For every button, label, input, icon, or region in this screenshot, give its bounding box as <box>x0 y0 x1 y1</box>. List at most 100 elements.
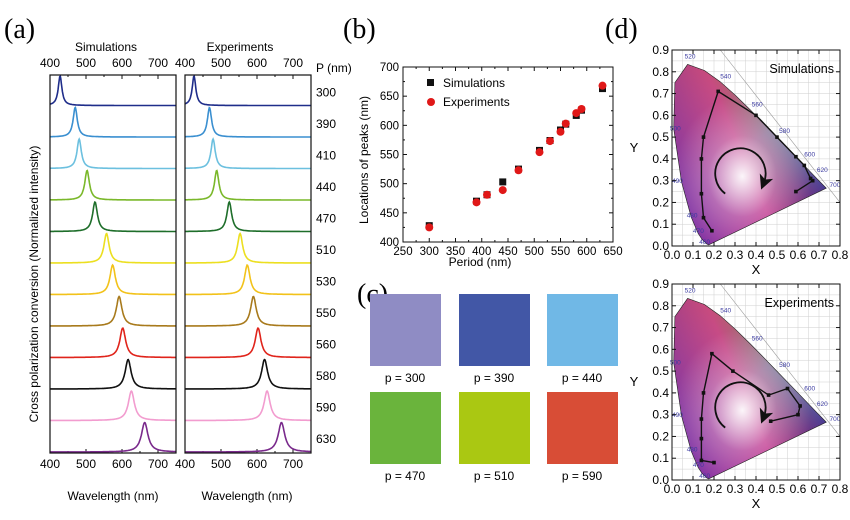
y-tick-label: 500 <box>380 179 399 191</box>
chromaticity-point <box>716 89 720 94</box>
x-tick-label: 0.6 <box>790 248 807 262</box>
chromaticity-point <box>701 215 706 220</box>
chromaticity-point <box>710 228 714 233</box>
period-label: 580 <box>316 369 336 383</box>
x-tick-label: 650 <box>603 246 622 258</box>
data-point-experiment <box>561 119 570 128</box>
chromaticity-point <box>775 135 779 139</box>
wavelength-label: 490 <box>672 412 683 419</box>
chromaticity-point <box>701 135 706 139</box>
x-tick-label: 0.6 <box>790 482 807 496</box>
y-axis-label: Y <box>630 374 639 389</box>
chromaticity-point <box>699 157 704 161</box>
wavelength-label: 600 <box>804 152 815 159</box>
chromaticity-point <box>699 191 704 196</box>
y-tick-label: 0.6 <box>652 342 669 356</box>
x-tick-label: 400 <box>472 246 491 258</box>
x-tick-label: 0.8 <box>832 482 849 496</box>
spectrum-curve-630 <box>50 421 176 453</box>
period-label: 530 <box>316 275 336 289</box>
y-tick-label: 0.2 <box>652 195 669 209</box>
spectrum-curve-440 <box>185 169 311 201</box>
spectrum-curve-590 <box>185 389 311 422</box>
swatch-label: p = 300 <box>385 371 426 385</box>
color-swatch <box>370 294 441 366</box>
y-tick-label: 0.6 <box>652 108 669 122</box>
data-point-experiment <box>577 105 586 113</box>
chromaticity-point <box>794 189 798 194</box>
y-tick-label: 0.9 <box>652 277 669 291</box>
x-tick-label-bottom: 500 <box>211 457 231 471</box>
plot-frame <box>402 66 614 243</box>
spectrum-curve-550 <box>50 295 176 327</box>
spectrum-curve-580 <box>50 358 176 390</box>
y-tick-label: 0.0 <box>652 239 669 253</box>
chromaticity-point <box>701 391 706 395</box>
legend-label-simulations: Simulations <box>443 76 505 90</box>
x-tick-label: 0.3 <box>727 482 744 496</box>
x-tick-label-top: 500 <box>76 56 96 70</box>
chromaticity-point <box>794 154 798 159</box>
chromaticity-point <box>766 393 771 397</box>
x-tick-label: 500 <box>525 246 544 258</box>
wavelength-label: 460 <box>699 473 710 480</box>
x-tick-label: 0.1 <box>685 248 702 262</box>
y-tick-label: 0.0 <box>652 473 669 487</box>
wavelength-label: 560 <box>752 102 763 109</box>
spectrum-curve-510 <box>185 231 311 264</box>
swatch-label: p = 440 <box>562 371 603 385</box>
panel-a-spectra: Simulations Experiments P (nm) Cross pol… <box>27 40 352 503</box>
x-tick-label: 600 <box>577 246 596 258</box>
x-tick-label-top: 400 <box>40 56 60 70</box>
spectrum-curve-510 <box>50 232 176 264</box>
spectrum-curve-560 <box>50 327 176 359</box>
chromaticity-point <box>754 113 758 118</box>
panel-b-ylabel: Locations of peaks (nm) <box>357 96 371 224</box>
spectrum-curve-530 <box>50 263 176 296</box>
cie-subtitle: Simulations <box>769 62 834 76</box>
direction-arrow <box>714 147 774 195</box>
spectrum-curve-630 <box>185 421 311 453</box>
period-label: 440 <box>316 180 336 194</box>
panel-b-legend: Simulations Experiments <box>427 76 510 109</box>
wavelength-label: 500 <box>670 360 681 367</box>
wavelength-label: 560 <box>752 336 763 343</box>
x-tick-label: 0.2 <box>706 482 723 496</box>
wavelength-label: 470 <box>693 228 704 235</box>
x-tick-label: 0.5 <box>769 248 786 262</box>
wavelength-label: 520 <box>685 54 696 61</box>
x-tick-label: 250 <box>393 246 412 258</box>
x-tick-label: 550 <box>551 246 570 258</box>
wavelength-label: 540 <box>720 73 731 80</box>
color-swatch <box>459 392 530 464</box>
color-swatch <box>547 392 618 464</box>
y-tick-label: 0.8 <box>652 65 669 79</box>
panel-c-swatches: p = 300 p = 390 p = 440 p = 470 p = 510 p = 5… <box>370 294 618 483</box>
y-tick-label: 0.9 <box>652 43 669 57</box>
x-tick-label: 0.8 <box>832 248 849 262</box>
spectrum-curve-530 <box>185 263 311 296</box>
data-point-experiment <box>546 137 554 146</box>
chromaticity-point <box>810 178 815 183</box>
panel-a-title-experiments: Experiments <box>207 40 274 54</box>
y-tick-label: 400 <box>380 237 399 249</box>
spectrum-curve-300 <box>49 74 176 107</box>
chromaticity-point <box>699 417 704 421</box>
wavelength-label: 480 <box>687 447 698 454</box>
swatch-label: p = 590 <box>562 469 603 483</box>
spectrum-curve-470 <box>185 200 311 233</box>
wavelength-label: 460 <box>699 239 710 246</box>
y-tick-label: 0.3 <box>652 408 669 422</box>
chromaticity-point <box>768 419 773 423</box>
panel-label-d: (d) <box>605 14 638 45</box>
y-tick-label: 600 <box>380 120 399 132</box>
chromaticity-point <box>699 458 704 463</box>
spectrum-curve-590 <box>50 390 176 422</box>
panel-label-a: (a) <box>4 14 35 45</box>
panel-b-scatter: Locations of peaks (nm) Period (nm) 250 3… <box>357 62 623 269</box>
x-tick-label: 0.7 <box>811 248 828 262</box>
y-tick-label: 650 <box>380 91 399 103</box>
spectrum-curve-580 <box>185 358 311 390</box>
